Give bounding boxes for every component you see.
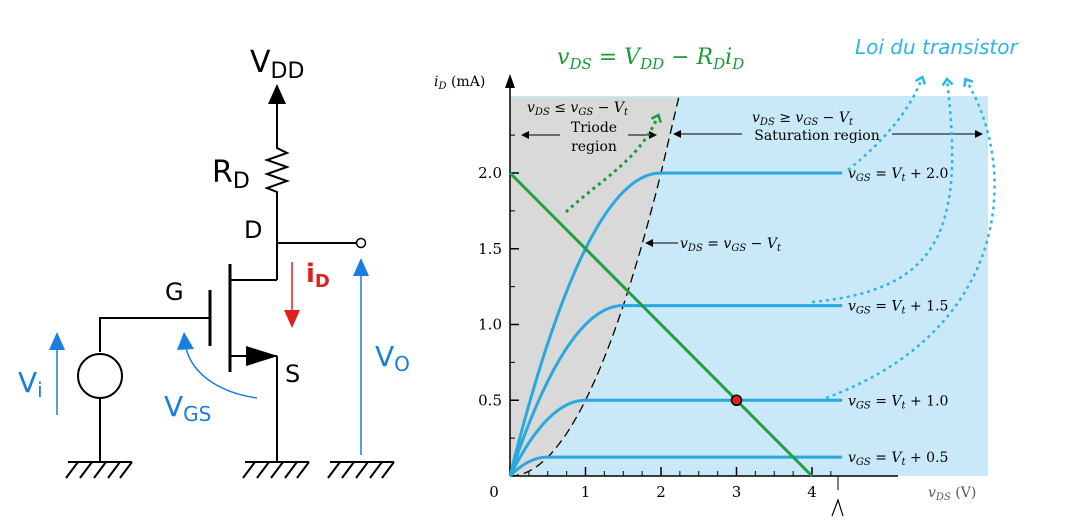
saturation-condition: vDS ≥ vGS − Vt: [752, 110, 854, 128]
series-label: vGS = Vt + 1.5: [848, 299, 948, 317]
series-label: vGS = Vt + 2.0: [848, 166, 948, 184]
triode-saturation-boundary: [509, 97, 680, 477]
id-arrowhead: [284, 310, 300, 328]
x-axis-label: vDS (V): [928, 485, 976, 503]
characteristic-curve: [509, 455, 843, 478]
vo-arrowhead: [353, 258, 369, 276]
vdd-label: VDD: [250, 45, 304, 84]
output-terminal: [355, 237, 367, 249]
operating-point: [730, 394, 743, 406]
id-label: iD: [306, 259, 330, 292]
y-tick-label: 2.0: [478, 164, 502, 182]
gate-wire: [99, 317, 210, 352]
ground-icon: [65, 461, 133, 479]
triode-region: [510, 97, 679, 476]
ground-icon: [242, 461, 310, 479]
saturation-label: Saturation region: [754, 128, 879, 144]
y-tick-label: 1.5: [478, 240, 502, 258]
load-eq-pointer: [564, 113, 662, 214]
gate-label: G: [165, 278, 184, 306]
transistor-law-label: Loi du transistor: [855, 35, 1019, 59]
y-ticks: 0.5 1.0 1.5 2.0: [478, 134, 519, 439]
x4-pointer-arrow: [831, 498, 844, 517]
y-tick-label: 1.0: [478, 316, 502, 334]
y-axis-arrowhead: [505, 74, 515, 88]
source-label: S: [285, 360, 300, 388]
vgs-arrow: [184, 341, 258, 399]
vdd-arrowhead: [268, 84, 286, 104]
series-label: vGS = Vt + 1.0: [848, 393, 948, 411]
vi-label: Vi: [18, 366, 43, 402]
x-tick-label: 3: [732, 483, 742, 501]
region-headers: vDS ≤ vGS − Vt Triode region vDS ≥ vGS −…: [521, 100, 983, 254]
resistor-rd: [263, 142, 291, 240]
ground-icon: [327, 461, 395, 479]
x-tick-label: 0: [489, 483, 499, 501]
triode-condition: vDS ≤ vGS − Vt: [527, 100, 629, 118]
drain-label: D: [244, 216, 262, 244]
triode-label-2: region: [571, 139, 617, 155]
vi-arrowhead: [49, 332, 65, 350]
y-axis-label: iD (mA): [434, 74, 485, 92]
load-line: [508, 171, 814, 478]
x-tick-label: 2: [656, 483, 666, 501]
transistor-characteristics-chart: 0.5 1.0 1.5 2.0 0 1 2 3 4 iD (mA) vDS (V) vDS ≤…: [434, 74, 988, 517]
load-line-equation: vDS = VDD − RDiD: [557, 45, 744, 73]
vgs-arrowhead: [177, 332, 194, 350]
series-label: vGS = Vt + 0.5: [848, 450, 948, 468]
schematic: VDD RD D S G: [18, 45, 410, 479]
vo-label: VO: [375, 340, 410, 376]
y-tick-label: 0.5: [478, 391, 502, 409]
boundary-label: vDS = vGS − Vt: [680, 236, 782, 254]
characteristic-curve: [508, 304, 843, 477]
series-labels: vGS = Vt + 2.0 vGS = Vt + 1.5 vGS = Vt + 1…: [848, 166, 948, 468]
x-ticks: 0 1 2 3 4: [489, 467, 832, 501]
x-tick-label: 4: [807, 483, 817, 501]
law-pointer-2: [811, 77, 954, 304]
vi-source: [77, 353, 123, 399]
characteristic-curve: [508, 171, 843, 477]
law-pointer-1: [847, 75, 927, 171]
characteristic-curve: [508, 398, 843, 477]
source-arrow: [246, 346, 278, 366]
triode-label-1: Triode: [571, 120, 617, 136]
characteristic-curves: [508, 171, 843, 478]
x-tick-label: 1: [581, 483, 591, 501]
rd-label: RD: [212, 155, 250, 194]
vgs-label: VGS: [164, 390, 211, 426]
